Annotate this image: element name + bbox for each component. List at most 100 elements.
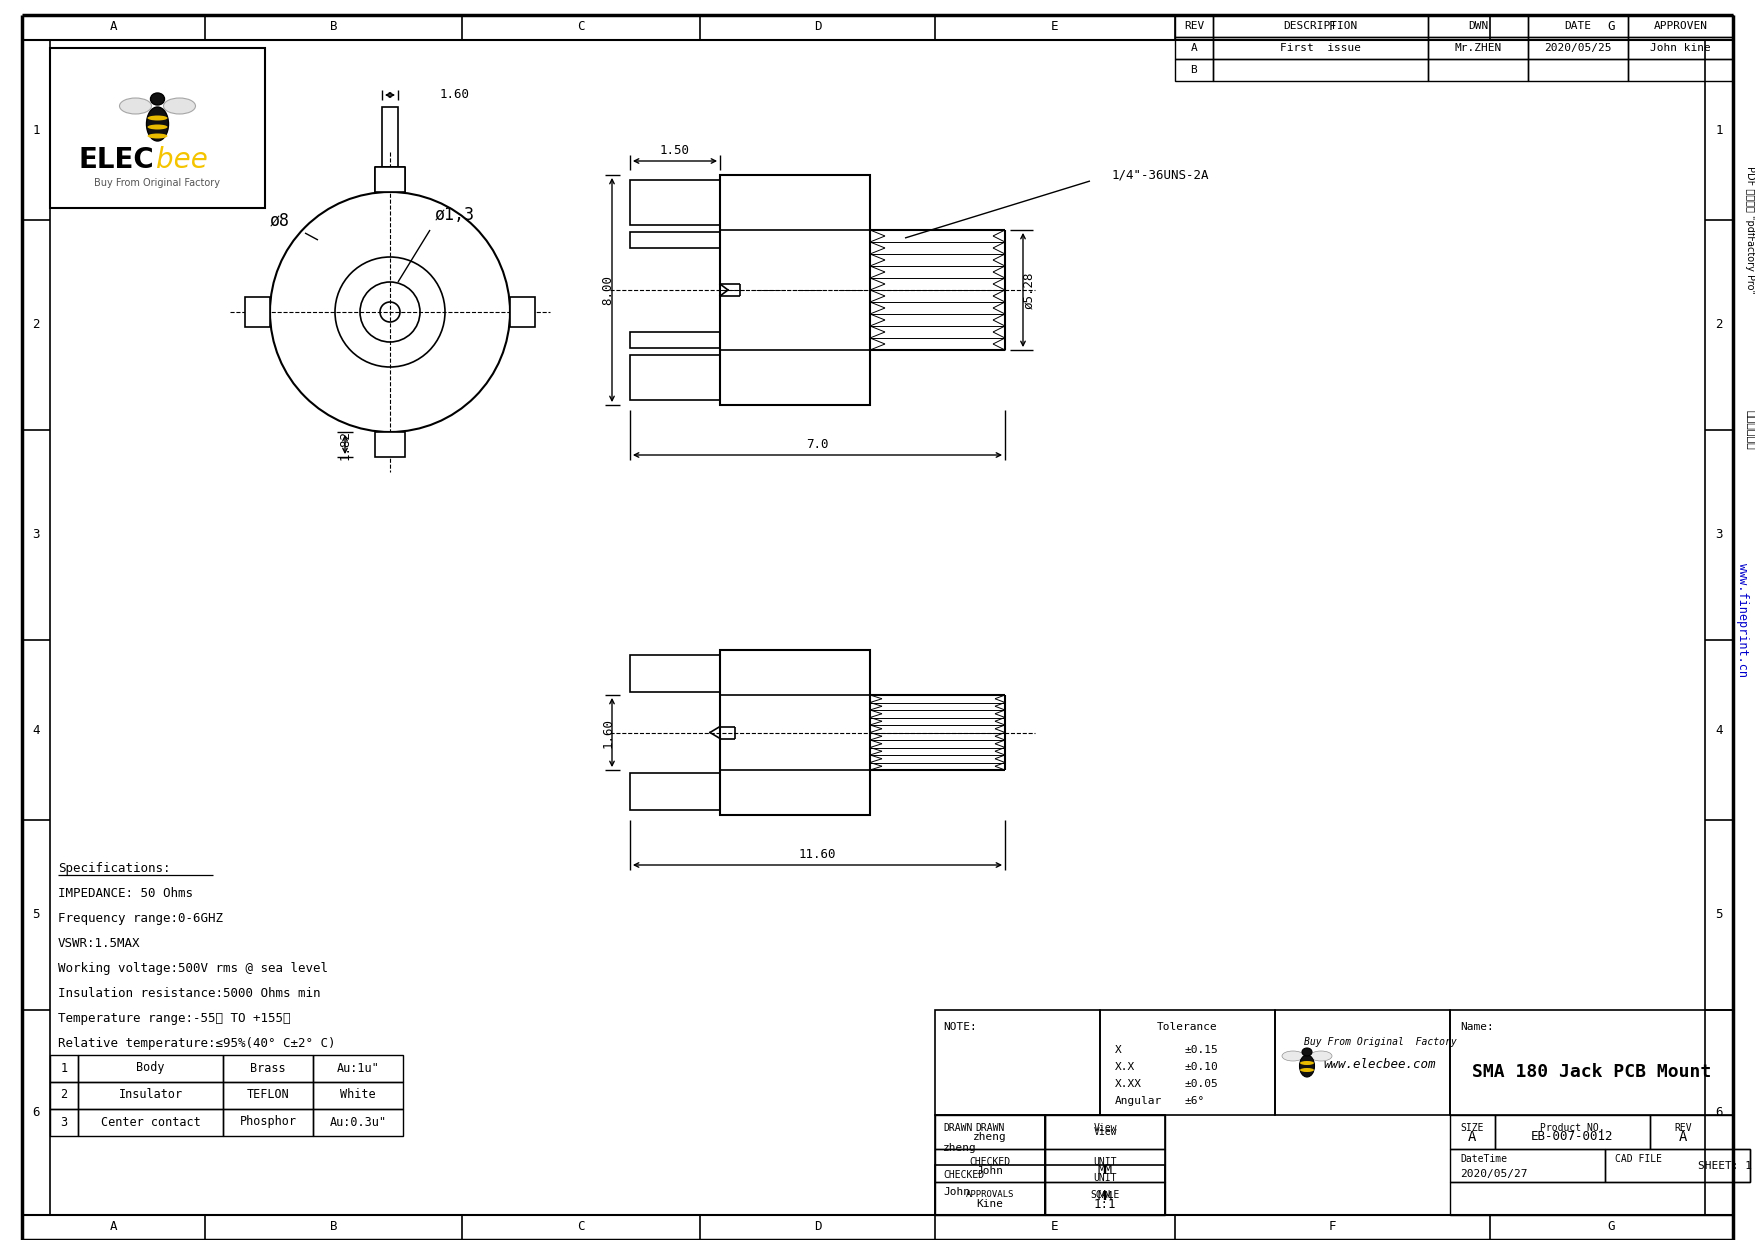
Text: 1:1: 1:1 — [1093, 1198, 1116, 1210]
Text: APPROVALS: APPROVALS — [965, 1190, 1014, 1199]
Ellipse shape — [119, 98, 151, 114]
Ellipse shape — [151, 93, 165, 105]
Ellipse shape — [1309, 1052, 1332, 1061]
Bar — [1606, 1149, 1750, 1182]
Text: REV: REV — [1674, 1123, 1692, 1133]
Bar — [376, 432, 405, 458]
Text: Kine: Kine — [976, 1199, 1004, 1209]
Bar — [1213, 37, 1429, 60]
Bar — [1629, 37, 1732, 60]
Text: SHEET: 1 OF 1: SHEET: 1 OF 1 — [1697, 1161, 1755, 1171]
Bar — [223, 1055, 312, 1083]
Text: Mr.ZHEN: Mr.ZHEN — [1455, 43, 1502, 53]
Bar — [1529, 60, 1629, 81]
Text: 8.00: 8.00 — [602, 275, 614, 305]
Bar — [383, 107, 398, 167]
Bar — [49, 1109, 77, 1136]
Text: 1: 1 — [60, 1061, 67, 1075]
Text: 7.0: 7.0 — [806, 439, 828, 451]
Text: A: A — [1467, 1130, 1476, 1145]
Text: 6: 6 — [32, 1106, 40, 1118]
Text: SCALE: SCALE — [1090, 1190, 1120, 1200]
Text: Center contact: Center contact — [100, 1116, 200, 1128]
Text: 1.60: 1.60 — [602, 718, 614, 748]
Bar — [1429, 37, 1529, 60]
Text: 6: 6 — [1715, 1106, 1723, 1118]
Text: www.fineprint.cn: www.fineprint.cn — [1736, 563, 1750, 677]
Text: VSWR:1.5MAX: VSWR:1.5MAX — [58, 937, 140, 950]
Bar — [1629, 60, 1732, 81]
Text: Brass: Brass — [251, 1061, 286, 1075]
Bar — [630, 332, 720, 348]
Text: B: B — [330, 1220, 337, 1234]
Text: White: White — [340, 1089, 376, 1101]
Bar — [511, 298, 535, 327]
Bar — [630, 773, 720, 810]
Text: www.elecbee.com: www.elecbee.com — [1323, 1059, 1436, 1071]
Text: 2: 2 — [32, 319, 40, 331]
Bar — [1176, 37, 1213, 60]
Text: Au:0.3u": Au:0.3u" — [330, 1116, 386, 1128]
Text: CHECKED: CHECKED — [969, 1157, 1011, 1167]
Text: ±0.10: ±0.10 — [1185, 1061, 1218, 1073]
Text: C: C — [577, 21, 584, 33]
Text: REV: REV — [1185, 21, 1204, 31]
Text: PDF 文件使用 "pdfFactory Pro": PDF 文件使用 "pdfFactory Pro" — [1744, 166, 1755, 294]
Bar — [1044, 1115, 1165, 1215]
Bar — [1629, 15, 1732, 37]
Text: Insulator: Insulator — [118, 1089, 183, 1101]
Ellipse shape — [163, 98, 195, 114]
Text: UNIT: UNIT — [1093, 1173, 1116, 1183]
Text: DRAWN: DRAWN — [976, 1123, 1004, 1133]
Ellipse shape — [1281, 1052, 1304, 1061]
Text: 11.60: 11.60 — [799, 848, 835, 862]
Text: John: John — [976, 1166, 1004, 1176]
Text: MM: MM — [1097, 1164, 1113, 1178]
Bar — [630, 232, 720, 248]
Text: Buy From Original Factory: Buy From Original Factory — [95, 179, 221, 188]
Text: IMPEDANCE: 50 Ohms: IMPEDANCE: 50 Ohms — [58, 887, 193, 900]
Bar — [1529, 37, 1629, 60]
Text: 5: 5 — [32, 909, 40, 921]
Text: ±0.05: ±0.05 — [1185, 1079, 1218, 1089]
Text: X.X: X.X — [1114, 1061, 1135, 1073]
Bar — [935, 1115, 1044, 1215]
Text: bee: bee — [156, 146, 209, 174]
Text: DRAWN: DRAWN — [942, 1123, 972, 1133]
Text: 1: 1 — [32, 124, 40, 136]
Ellipse shape — [1302, 1048, 1313, 1056]
Bar — [77, 1083, 223, 1109]
Bar — [1044, 1149, 1165, 1182]
Bar — [1213, 15, 1429, 37]
Text: Product NO.: Product NO. — [1539, 1123, 1604, 1133]
Text: EB-007-0012: EB-007-0012 — [1530, 1131, 1613, 1143]
Text: NOTE:: NOTE: — [942, 1022, 978, 1032]
Bar — [1100, 1011, 1274, 1115]
Text: 1.82: 1.82 — [339, 429, 351, 460]
Text: DWN: DWN — [1467, 21, 1488, 31]
Text: ø8: ø8 — [270, 211, 290, 229]
Bar — [630, 180, 720, 224]
Text: 1.50: 1.50 — [660, 145, 690, 157]
Bar — [1429, 60, 1529, 81]
Bar — [223, 1109, 312, 1136]
Text: 5: 5 — [1715, 909, 1723, 921]
Text: Insulation resistance:5000 Ohms min: Insulation resistance:5000 Ohms min — [58, 987, 321, 999]
Bar — [1529, 15, 1629, 37]
Bar — [1274, 1011, 1450, 1115]
Text: 2: 2 — [60, 1089, 67, 1101]
Text: Phosphor: Phosphor — [239, 1116, 297, 1128]
Text: ELEC: ELEC — [79, 146, 154, 174]
Bar — [1450, 1011, 1732, 1115]
Text: 2: 2 — [1715, 319, 1723, 331]
Bar — [77, 1109, 223, 1136]
Text: Specifications:: Specifications: — [58, 862, 170, 875]
Text: C: C — [577, 1220, 584, 1234]
Bar — [935, 1011, 1100, 1115]
Text: View: View — [1093, 1123, 1116, 1133]
Bar — [935, 1149, 1044, 1182]
Text: ø1,3: ø1,3 — [435, 206, 476, 224]
Ellipse shape — [146, 107, 168, 141]
Text: APPROVEN: APPROVEN — [1653, 21, 1708, 31]
Bar — [1044, 1166, 1165, 1215]
